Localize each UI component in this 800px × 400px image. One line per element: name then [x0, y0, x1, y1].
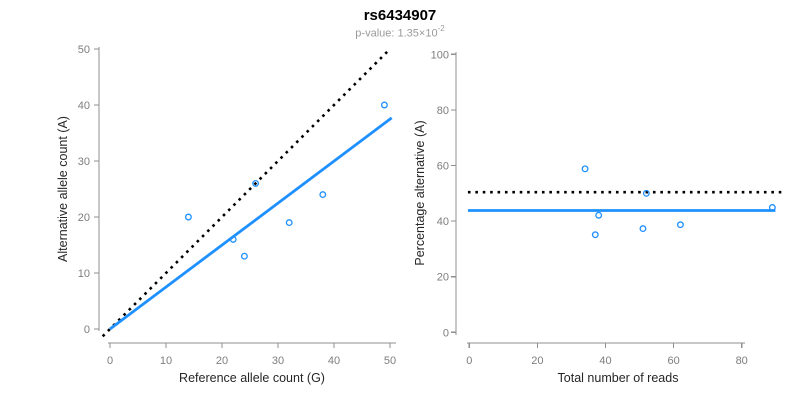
fit-line	[109, 116, 393, 331]
y-axis-title: Percentage alternative (A)	[413, 120, 427, 265]
data-point	[676, 221, 684, 229]
y-tick-label: 10	[78, 268, 90, 280]
data-point	[639, 225, 647, 233]
x-tick-label: 30	[272, 355, 284, 367]
x-tick-label: 40	[599, 355, 611, 367]
y-axis-title: Alternative allele count (A)	[56, 116, 70, 262]
p-value-subtitle: p-value: 1.35×10-2	[0, 24, 800, 40]
data-point	[595, 211, 603, 219]
data-point	[285, 219, 293, 227]
data-point	[229, 235, 237, 243]
y-tick-label: 60	[437, 161, 449, 173]
y-tick-label: 30	[78, 156, 90, 168]
data-point	[240, 252, 248, 260]
p-value-exponent: -2	[437, 24, 445, 33]
y-tick-label: 0	[443, 327, 449, 339]
x-axis-title: Reference allele count (G)	[179, 371, 325, 385]
y-tick-label: 100	[431, 49, 449, 61]
x-tick-label: 0	[107, 355, 113, 367]
x-tick-label: 10	[160, 355, 172, 367]
data-point	[591, 231, 599, 239]
data-point	[252, 179, 260, 187]
x-tick-label: 0	[466, 355, 472, 367]
data-point	[768, 204, 776, 211]
data-point	[581, 165, 589, 173]
x-tick-label: 80	[736, 355, 748, 367]
data-point	[642, 189, 650, 197]
x-tick-label: 60	[667, 355, 679, 367]
x-tick-label: 50	[384, 355, 396, 367]
y-tick-label: 50	[78, 44, 90, 56]
identity-line	[101, 50, 389, 338]
x-tick-label: 20	[216, 355, 228, 367]
page-title: rs6434907	[363, 7, 437, 24]
x-axis-title: Total number of reads	[558, 371, 679, 385]
data-point	[319, 191, 327, 199]
x-tick-label: 40	[328, 355, 340, 367]
y-tick-label: 40	[78, 100, 90, 112]
p-value-text: p-value: 1.35×10	[355, 27, 438, 40]
y-tick-label: 0	[84, 324, 90, 336]
y-tick-label: 80	[437, 105, 449, 117]
y-tick-label: 20	[437, 272, 449, 284]
x-tick-label: 20	[531, 355, 543, 367]
data-point	[380, 101, 388, 109]
y-tick-label: 20	[78, 212, 90, 224]
data-point	[184, 213, 192, 221]
y-tick-label: 40	[437, 216, 449, 228]
